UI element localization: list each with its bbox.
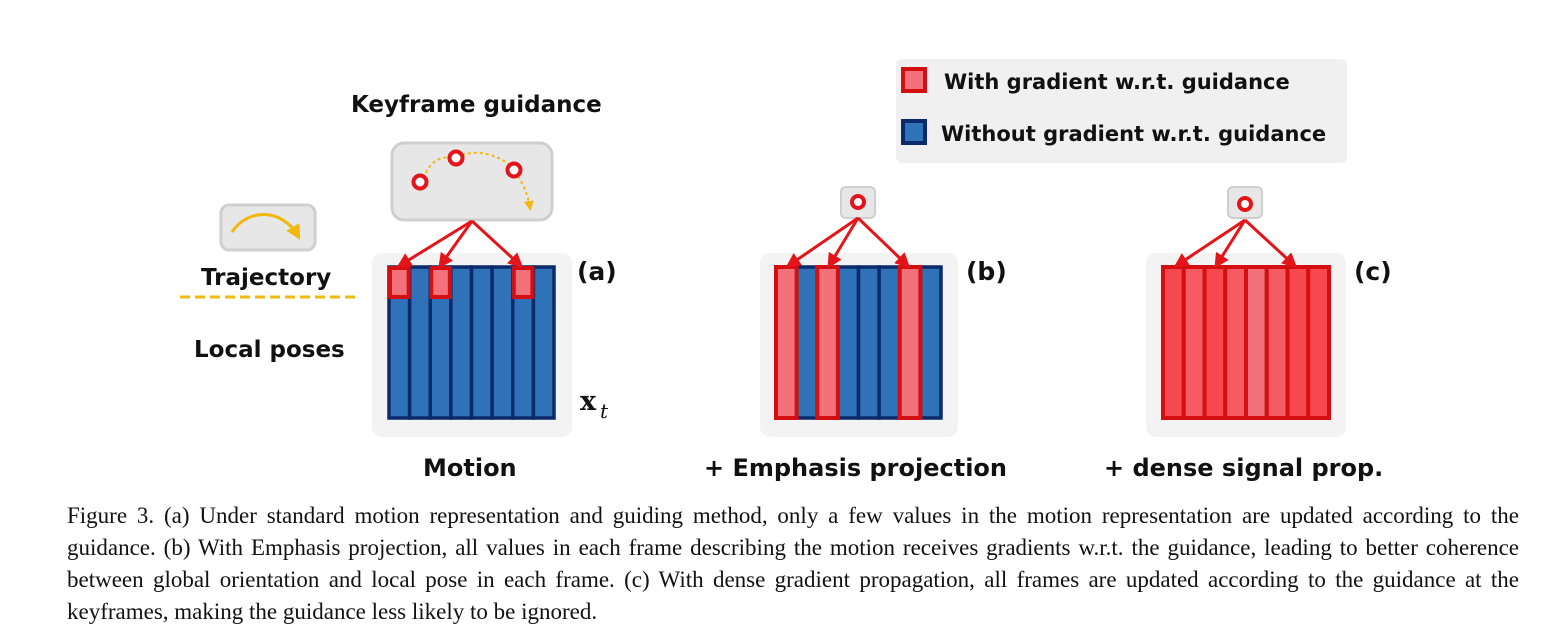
highlighted-frame-column: [1306, 265, 1331, 420]
panel-a-label: (a): [577, 257, 617, 286]
frame-column: [918, 265, 943, 420]
highlighted-cell: [388, 266, 411, 299]
trajectory-label: Trajectory: [201, 265, 331, 291]
legend-without-gradient-label: Without gradient w.r.t. guidance: [941, 122, 1326, 146]
trajectory-icon-box: [219, 203, 317, 252]
frame-column: [490, 265, 515, 420]
keyframe-guidance-label: Keyframe guidance: [351, 92, 602, 118]
frame-column: [407, 265, 432, 420]
motion-label: Motion: [423, 454, 517, 482]
keyframe-point-icon: [411, 173, 429, 191]
highlighted-frame-column: [1264, 265, 1290, 420]
panel-c-label: (c): [1354, 257, 1392, 286]
highlighted-frame-column: [1285, 265, 1311, 420]
frame-column: [531, 265, 556, 420]
dense-signal-label: + dense signal prop.: [1104, 454, 1383, 482]
frame-column: [877, 265, 902, 420]
xt-symbol: x: [580, 386, 597, 417]
highlighted-frame-column: [897, 265, 923, 420]
legend-with-gradient-label: With gradient w.r.t. guidance: [944, 70, 1290, 94]
keyframe-point-icon: [505, 161, 523, 179]
highlighted-frame-column: [774, 265, 799, 420]
frame-column: [794, 265, 819, 420]
panel-b-label: (b): [966, 257, 1007, 286]
motion-grid-c: [1161, 265, 1331, 420]
local-poses-label: Local poses: [194, 337, 345, 363]
frame-column: [836, 265, 861, 420]
motion-grid-a: [387, 265, 556, 420]
legend: With gradient w.r.t. guidance Without gr…: [896, 59, 1347, 163]
highlighted-cell: [511, 266, 535, 299]
highlighted-frame-column: [1202, 265, 1228, 420]
emphasis-projection-label: + Emphasis projection: [704, 454, 1007, 482]
highlighted-frame-column: [1244, 265, 1269, 420]
keyframe-icon-b: [840, 186, 876, 219]
xt-subscript: t: [600, 399, 609, 423]
keyframe-icon-c: [1227, 186, 1263, 219]
figure-caption: Figure 3. (a) Under standard motion repr…: [67, 503, 1519, 624]
guidance-arrows-c: [1173, 218, 1298, 269]
highlighted-frame-column: [1181, 265, 1207, 420]
motion-grid-b: [774, 265, 943, 420]
highlighted-frame-column: [1161, 265, 1186, 420]
keyframe-guidance-box: [390, 141, 554, 222]
highlighted-frame-column: [815, 265, 840, 420]
frame-column: [449, 265, 474, 420]
highlighted-frame-column: [1223, 265, 1248, 420]
legend-without-gradient-swatch: [901, 119, 927, 145]
frame-column: [856, 265, 881, 420]
guidance-arrows-a: [396, 219, 524, 269]
figure-diagram: With gradient w.r.t. guidance Without gr…: [180, 59, 1392, 482]
highlighted-cell: [429, 266, 452, 299]
keyframe-point-icon: [447, 149, 465, 167]
frame-column: [469, 265, 494, 420]
legend-with-gradient-swatch: [901, 67, 927, 93]
guidance-arrows-b: [785, 216, 911, 269]
